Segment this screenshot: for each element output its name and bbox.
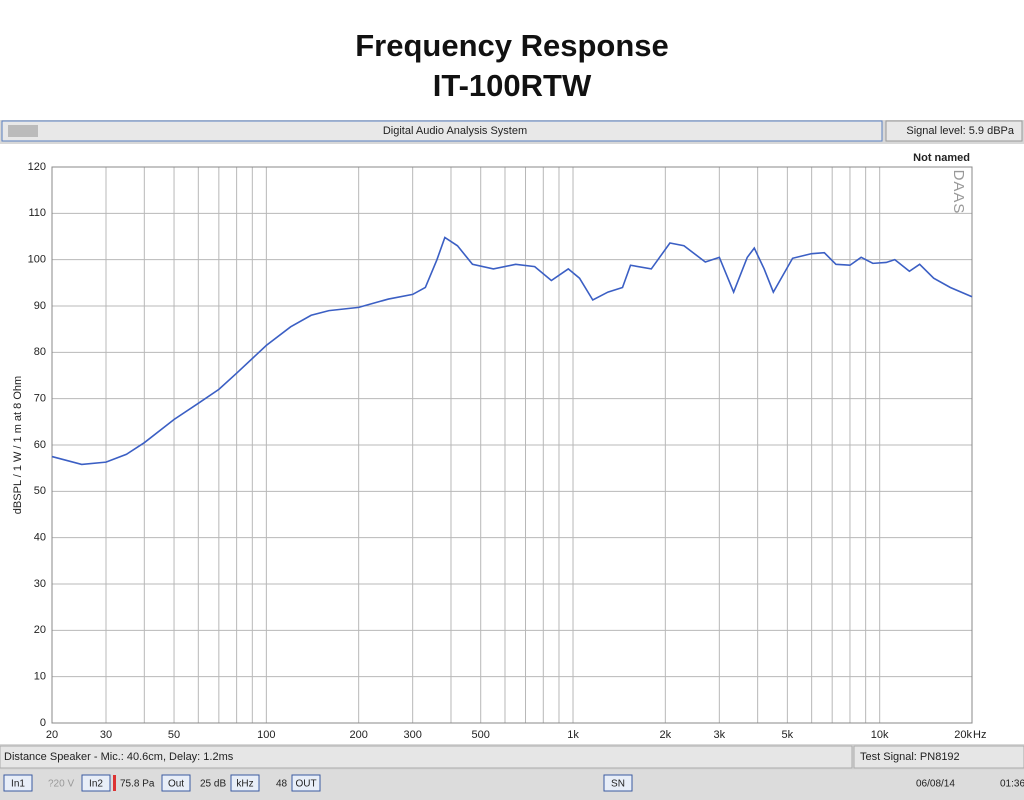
status-bar [0, 745, 853, 769]
y-tick-label: 60 [34, 439, 46, 451]
button[interactable] [603, 774, 633, 792]
y-tick-label: 110 [28, 207, 46, 219]
status-text: 48 [276, 779, 288, 790]
x-tick-label: 200 [349, 729, 367, 741]
button[interactable] [161, 774, 191, 792]
status-test-signal: Test Signal: PN8192 [860, 751, 960, 763]
button-label[interactable]: OUT [295, 779, 316, 790]
response-curve [51, 236, 973, 466]
x-tick-label: 20k [954, 729, 972, 741]
title-line: Frequency Response [355, 28, 669, 63]
button[interactable] [230, 774, 260, 792]
x-tick-label: 3k [714, 729, 726, 741]
x-tick-label: 300 [403, 729, 421, 741]
status-bar [853, 745, 1024, 769]
title-line: IT-100RTW [433, 68, 592, 103]
x-tick-label: 20 [46, 729, 58, 741]
button[interactable] [3, 774, 33, 792]
button-label[interactable]: In2 [89, 779, 103, 790]
toolbar-title: Digital Audio Analysis System [383, 125, 527, 137]
status-text: 25 dB [200, 779, 226, 790]
status-text: ?20 V [48, 779, 74, 790]
y-tick-label: 70 [34, 393, 46, 405]
button-label[interactable]: kHz [236, 779, 253, 790]
status-text: 06/08/14 [916, 779, 955, 790]
y-tick-label: 20 [34, 624, 46, 636]
plot-frame [51, 166, 973, 724]
y-tick-label: 30 [34, 578, 46, 590]
toolbar [1, 120, 883, 142]
x-tick-label: 50 [168, 729, 180, 741]
y-axis-label: dBSPL / 1 W / 1 m at 8 Ohm [12, 376, 24, 514]
status-text: 01:36 [1000, 779, 1024, 790]
status-distance: Distance Speaker - Mic.: 40.6cm, Delay: … [4, 751, 234, 763]
button[interactable] [81, 774, 111, 792]
y-tick-label: 100 [28, 254, 46, 266]
x-tick-label: 2k [660, 729, 672, 741]
status-text: 75.8 Pa [120, 779, 155, 790]
y-tick-label: 10 [34, 671, 46, 683]
printer-icon[interactable] [8, 125, 38, 137]
x-tick-label: 5k [782, 729, 794, 741]
y-tick-label: 120 [28, 161, 46, 173]
x-tick-label: 10k [871, 729, 889, 741]
signal-box [885, 120, 1023, 142]
x-unit: Hz [973, 729, 986, 741]
signal-level: Signal level: 5.9 dBPa [906, 125, 1015, 137]
y-tick-label: 0 [40, 717, 46, 729]
x-tick-label: 500 [472, 729, 490, 741]
x-tick-label: 30 [100, 729, 112, 741]
button[interactable] [291, 774, 321, 792]
chart-name: Not named [913, 152, 970, 164]
y-tick-label: 80 [34, 346, 46, 358]
button-label[interactable]: In1 [11, 779, 25, 790]
y-tick-label: 50 [34, 485, 46, 497]
watermark: DAAS [950, 170, 967, 215]
y-tick-label: 90 [34, 300, 46, 312]
x-tick-label: 1k [567, 729, 579, 741]
chart-panel [0, 144, 1024, 744]
button-label[interactable]: SN [611, 779, 625, 790]
y-tick-label: 40 [34, 532, 46, 544]
button-label[interactable]: Out [168, 779, 184, 790]
x-tick-label: 100 [257, 729, 275, 741]
level-indicator [113, 775, 116, 791]
